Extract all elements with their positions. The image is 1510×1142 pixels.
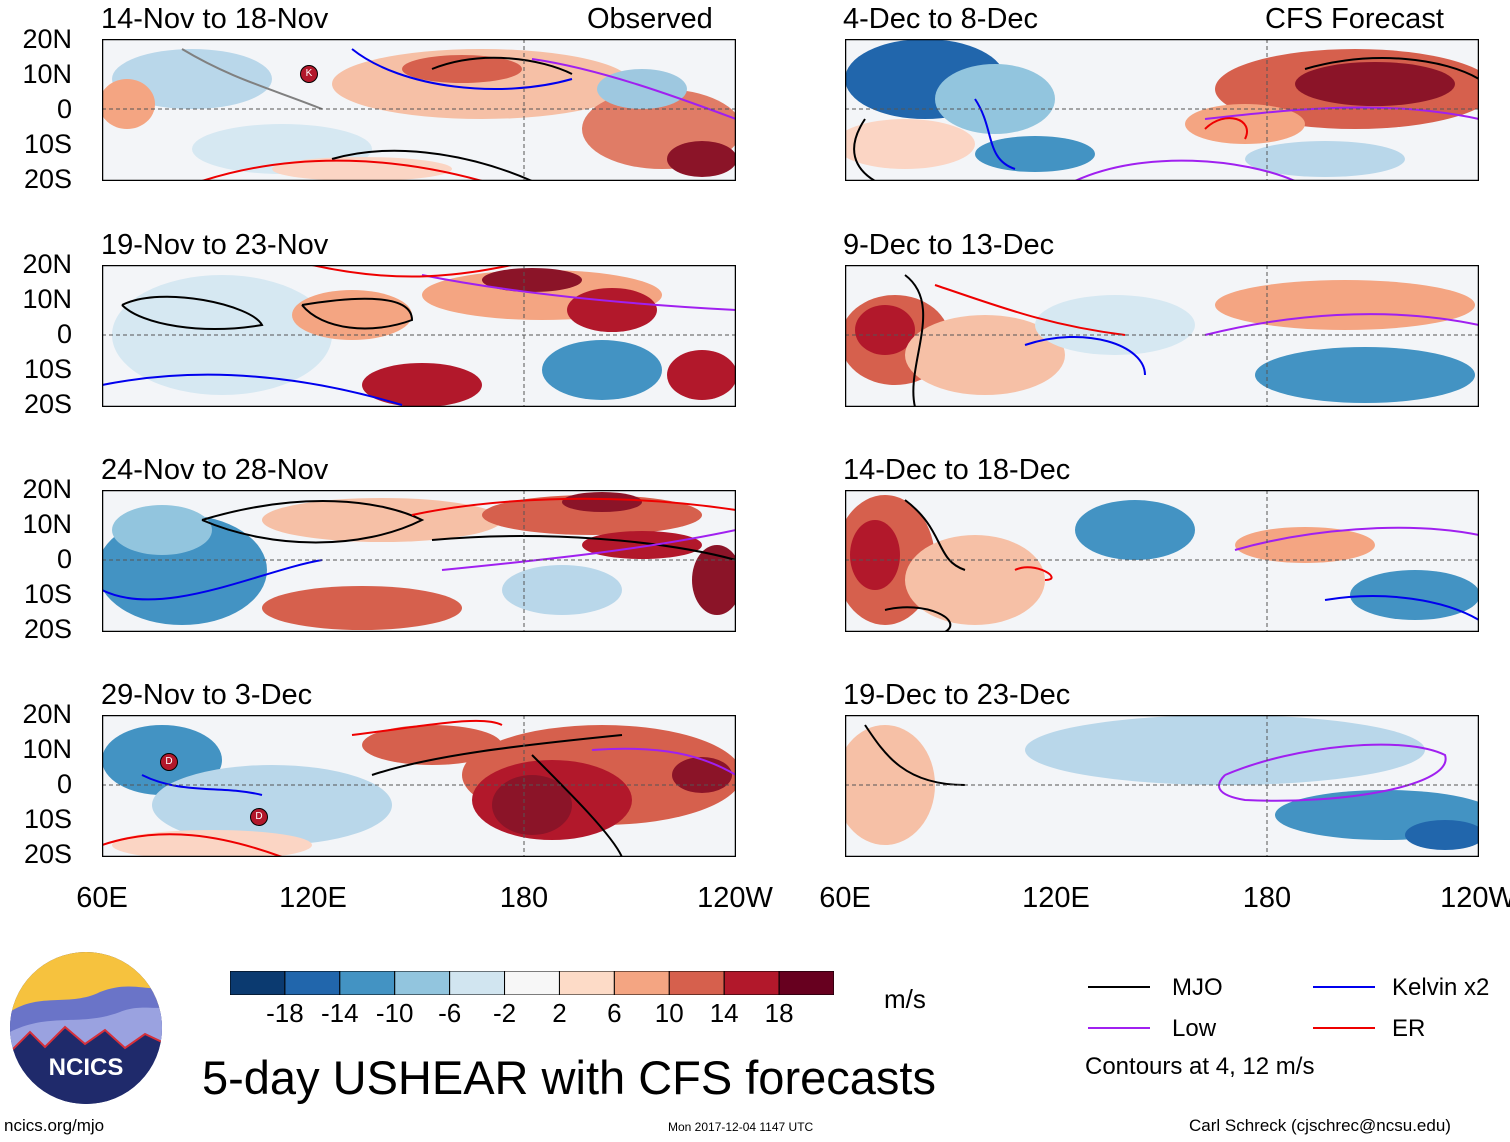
- panel-title-fc-3: 14-Dec to 18-Dec: [843, 454, 1071, 486]
- colorbar-swatch: [229, 970, 286, 996]
- colorbar-tick-label: -10: [375, 998, 414, 1028]
- legend-line-er: [1313, 1027, 1375, 1029]
- legend-line-kelvin: [1313, 986, 1375, 988]
- colorbar-swatch: [668, 970, 725, 996]
- lat-label: 10S: [23, 354, 72, 384]
- lon-label-right: 60E: [819, 882, 871, 914]
- colorbar-swatch: [284, 970, 341, 996]
- observed-label: Observed: [587, 3, 713, 35]
- panel-title-fc-2: 9-Dec to 13-Dec: [843, 229, 1055, 261]
- colorbar-swatch: [339, 970, 396, 996]
- lat-label: 20N: [22, 699, 72, 729]
- lat-label: 0: [56, 319, 72, 349]
- panel-title-obs-3: 24-Nov to 28-Nov: [101, 454, 329, 486]
- lat-label: 20S: [23, 389, 72, 419]
- lat-label: 20N: [22, 474, 72, 504]
- lat-label: 0: [56, 769, 72, 799]
- panel-title-obs-4: 29-Nov to 3-Dec: [101, 679, 313, 711]
- credit-text: Carl Schreck (cjschrec@ncsu.edu): [1189, 1116, 1451, 1135]
- legend-label-kelvin: Kelvin x2: [1392, 974, 1490, 1001]
- lat-label: 0: [56, 544, 72, 574]
- lat-label: 0: [56, 94, 72, 124]
- lat-label: 10N: [22, 59, 72, 89]
- colorbar-unit: m/s: [884, 984, 926, 1014]
- colorbar-tick-label: -6: [438, 998, 462, 1028]
- colorbar-tick-label: 6: [607, 998, 622, 1028]
- lon-label-left: 120W: [697, 882, 773, 914]
- ncics-logo: NCICS: [10, 952, 162, 1104]
- url-text: ncics.org/mjo: [4, 1116, 105, 1135]
- lat-label: 20S: [23, 839, 72, 869]
- panel-title-obs-1: 14-Nov to 18-Nov: [101, 3, 329, 35]
- storm-marker: D: [160, 753, 178, 771]
- colorbar-tick-label: 10: [654, 998, 684, 1028]
- legend-label-er: ER: [1392, 1015, 1426, 1042]
- lat-label: 10S: [23, 804, 72, 834]
- colorbar-swatch: [723, 970, 780, 996]
- logo-text: NCICS: [48, 1054, 124, 1081]
- lon-label-left: 60E: [76, 882, 128, 914]
- lat-label: 10N: [22, 509, 72, 539]
- map-panel-obs-3: [102, 490, 736, 632]
- map-panel-obs-1: K: [102, 39, 736, 181]
- lon-label-right: 120E: [1022, 882, 1090, 914]
- lat-label: 10S: [23, 579, 72, 609]
- lat-label: 20N: [22, 24, 72, 54]
- map-panel-fc-3: [845, 490, 1479, 632]
- colorbar-tick-label: 2: [552, 998, 567, 1028]
- lon-label-right: 120W: [1440, 882, 1510, 914]
- lon-label-left: 180: [499, 882, 549, 914]
- legend-note: Contours at 4, 12 m/s: [1085, 1053, 1315, 1080]
- map-panel-fc-1: [845, 39, 1479, 181]
- colorbar-swatch: [449, 970, 506, 996]
- colorbar-tick-label: -14: [321, 998, 359, 1028]
- colorbar-swatch: [558, 970, 615, 996]
- map-panel-obs-4: D D: [102, 715, 736, 857]
- colorbar-tick-label: -2: [492, 998, 517, 1028]
- panel-title-fc-1: 4-Dec to 8-Dec: [843, 3, 1039, 35]
- main-title: 5-day USHEAR with CFS forecasts: [202, 1051, 936, 1104]
- map-panel-obs-2: [102, 265, 736, 407]
- legend-label-low: Low: [1172, 1015, 1217, 1042]
- colorbar-swatch: [613, 970, 670, 996]
- colorbar-swatch: [504, 970, 560, 996]
- colorbar-tick-label: 18: [764, 998, 794, 1028]
- colorbar-tick-label: -18: [266, 998, 304, 1028]
- lat-label: 20N: [22, 249, 72, 279]
- map-panel-fc-2: [845, 265, 1479, 407]
- lat-label: 20S: [23, 164, 72, 194]
- timestamp: Mon 2017-12-04 1147 UTC: [668, 1120, 814, 1134]
- lat-label: 10N: [22, 284, 72, 314]
- legend-line-mjo: [1088, 986, 1150, 988]
- forecast-label: CFS Forecast: [1265, 3, 1444, 35]
- panel-title-fc-4: 19-Dec to 23-Dec: [843, 679, 1071, 711]
- colorbar: [229, 970, 835, 996]
- legend-line-low: [1088, 1027, 1150, 1029]
- lat-label: 10N: [22, 734, 72, 764]
- legend-label-mjo: MJO: [1172, 974, 1223, 1001]
- colorbar-tick-label: 14: [709, 998, 739, 1028]
- lat-label: 20S: [23, 614, 72, 644]
- colorbar-swatch: [778, 970, 835, 996]
- storm-marker: K: [300, 65, 318, 83]
- storm-marker: D: [250, 808, 268, 826]
- colorbar-swatch: [394, 970, 451, 996]
- panel-title-obs-2: 19-Nov to 23-Nov: [101, 229, 329, 261]
- lat-label: 10S: [23, 129, 72, 159]
- lon-label-right: 180: [1242, 882, 1292, 914]
- map-panel-fc-4: [845, 715, 1479, 857]
- lon-label-left: 120E: [279, 882, 347, 914]
